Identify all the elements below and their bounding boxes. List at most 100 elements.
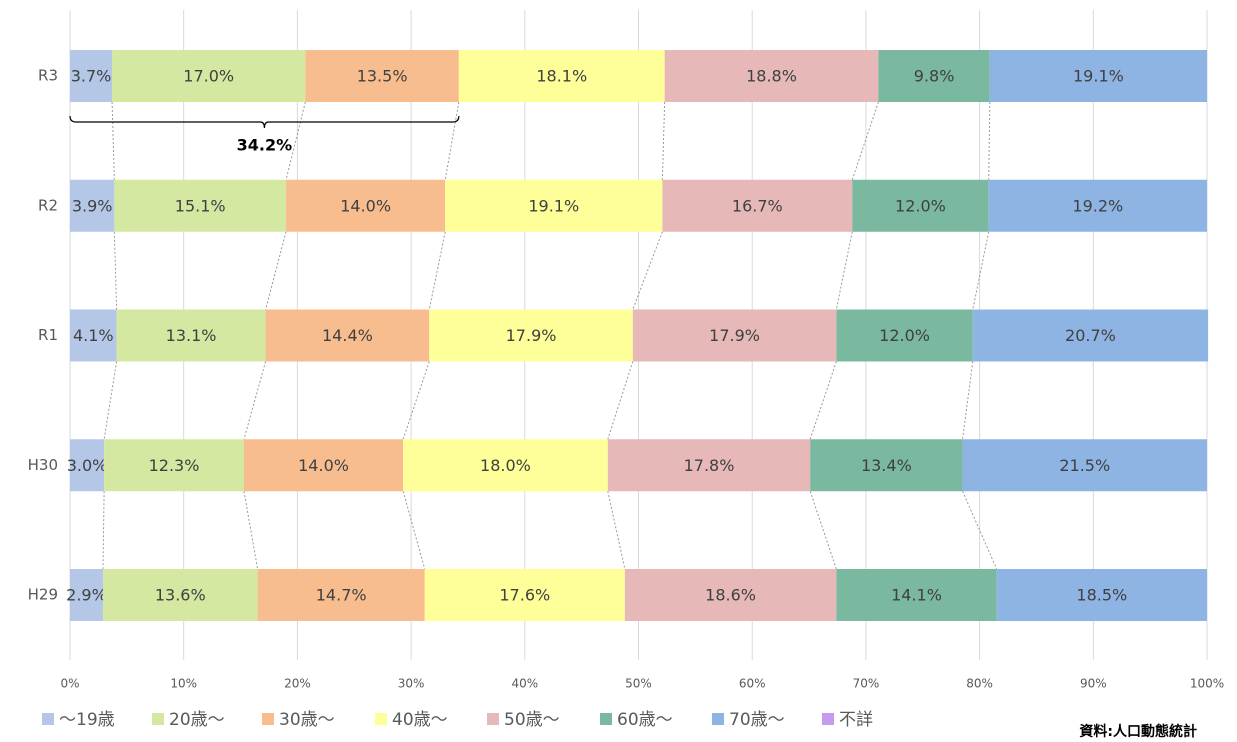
data-label: 17.0% [183,67,234,86]
bar-segment [836,569,997,621]
bar-segment [445,179,663,232]
bar-segment [257,569,425,621]
legend-swatch [822,713,834,725]
legend-label: 40歳～ [392,710,448,730]
bar-segment [962,439,1207,492]
connector-line [632,231,663,310]
bar-segment [996,569,1207,621]
x-tick-label: 50% [625,677,652,691]
bar-segment [662,179,853,232]
data-label: 14.0% [340,196,391,215]
data-label: 3.0% [67,456,108,475]
bar-segment [286,179,446,232]
x-tick-label: 20% [284,677,311,691]
category-label: R2 [38,196,58,214]
legend-label: 50歳～ [504,710,560,730]
bar-segment [70,50,113,102]
data-label: 17.9% [506,326,557,345]
connector-line [809,491,837,570]
data-label: 21.5% [1059,456,1110,475]
legend-swatch [375,713,387,725]
x-tick-label: 0% [60,677,79,691]
bar-segment [102,569,258,621]
legend-label: 20歳～ [169,710,225,730]
annotation: 34.2% [237,136,293,155]
source-note: 資料:人口動態統計 [1079,723,1197,740]
legend-swatch [712,713,724,725]
bar-segment [114,179,287,232]
connector-line [428,231,446,310]
connector-line [113,231,118,310]
connector-line [243,491,259,570]
data-label: 17.6% [499,586,550,605]
connector-line [102,491,105,570]
data-label: 19.1% [1073,67,1124,86]
connector-line [285,101,306,180]
bracket [69,115,460,129]
data-label: 18.8% [746,67,797,86]
data-label: 19.1% [528,196,579,215]
legend-swatch [152,713,164,725]
bar-segment [607,439,811,492]
connector-line [607,491,626,570]
data-label: 12.3% [149,456,200,475]
legend-swatch [42,713,54,725]
bar-segment [429,309,633,362]
connector-line [988,101,991,180]
connector-line [661,101,666,180]
data-label: 13.4% [861,456,912,475]
data-label: 17.9% [709,326,760,345]
legend-label: 不詳 [839,710,873,730]
category-label: R1 [38,326,58,344]
x-tick-label: 70% [853,677,880,691]
bar-segment [403,439,608,492]
bar-segment [878,50,990,102]
connector-line [243,361,267,440]
bar-segment [104,439,244,492]
data-label: 18.5% [1076,586,1127,605]
connector-line [103,361,118,440]
bar-segment [305,50,459,102]
data-label: 12.0% [895,196,946,215]
bar-segment [70,439,105,492]
bar-segment [424,569,625,621]
data-label: 13.6% [155,586,206,605]
data-label: 18.6% [705,586,756,605]
data-label: 14.4% [322,326,373,345]
legend-swatch [600,713,612,725]
legend-label: 60歳～ [617,710,673,730]
bar-segment [810,439,963,492]
x-tick-label: 90% [1080,677,1107,691]
data-label: 2.9% [66,586,107,605]
connector-line [809,361,837,440]
connector-line [111,101,115,180]
bar-segment [116,309,266,362]
data-label: 16.7% [732,196,783,215]
bar-segment [70,309,117,362]
category-label: R3 [38,67,58,85]
data-label: 18.1% [536,67,587,86]
bar-segment [664,50,879,102]
connector-line [851,101,879,180]
bar-segment [989,50,1207,102]
data-label: 17.8% [684,456,735,475]
data-label: 3.9% [72,196,113,215]
legend-label: 30歳～ [279,710,335,730]
bar-segment [70,179,115,232]
bar-segment [70,569,103,621]
data-label: 19.2% [1072,196,1123,215]
data-label: 14.0% [298,456,349,475]
connector-line [402,361,430,440]
data-label: 14.7% [316,586,367,605]
data-label: 4.1% [73,326,114,345]
bar-segment [458,50,665,102]
x-tick-label: 80% [966,677,993,691]
legend-swatch [262,713,274,725]
connector-line [835,231,853,310]
data-label: 9.8% [914,67,955,86]
connector-line [607,361,634,440]
category-label: H29 [28,586,58,604]
x-tick-label: 40% [511,677,538,691]
data-label: 18.0% [480,456,531,475]
